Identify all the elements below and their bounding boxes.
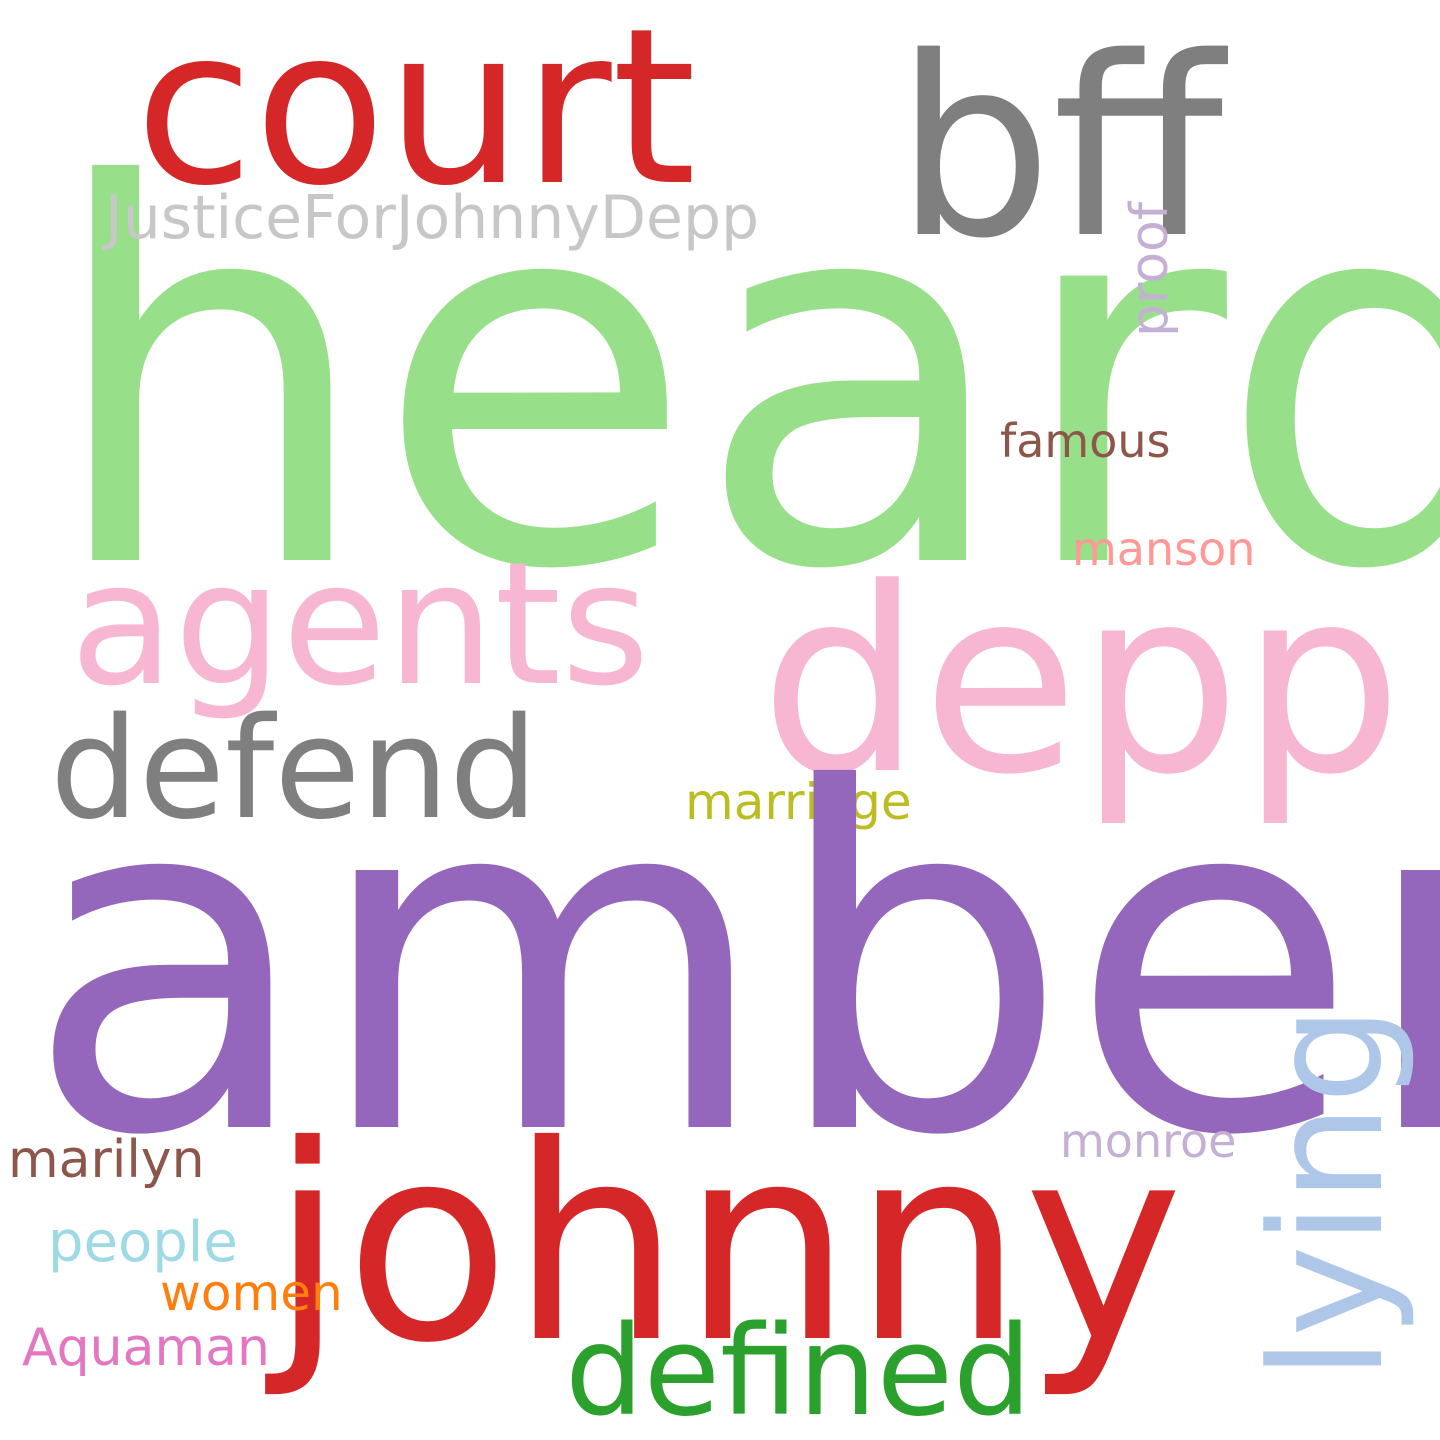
word-amber: amber — [25, 691, 1440, 1238]
word-depp: depp — [760, 534, 1403, 831]
word-aquaman: Aquaman — [22, 1318, 270, 1378]
word-marriage: marriage — [685, 773, 912, 831]
word-people: people — [48, 1210, 238, 1275]
word-agents: agents — [70, 526, 650, 724]
word-bff: bff — [895, 5, 1224, 293]
word-defined: defined — [565, 1300, 1032, 1440]
word-proof: proof — [1120, 201, 1180, 337]
word-manson: manson — [1072, 522, 1256, 576]
word-marilyn: marilyn — [8, 1130, 205, 1190]
word-famous: famous — [1000, 414, 1171, 468]
word-johnny: johnny — [270, 1087, 1184, 1402]
word-women: women — [160, 1264, 343, 1322]
word-defend: defend — [50, 688, 539, 851]
word-heard: heard — [45, 77, 1440, 683]
word-monroe: monroe — [1060, 1114, 1237, 1168]
word-justicefor-johnnydepp: JusticeForJohnnyDepp — [105, 183, 760, 253]
word-lying: lying — [1237, 1005, 1418, 1380]
word-court: court — [135, 0, 697, 233]
